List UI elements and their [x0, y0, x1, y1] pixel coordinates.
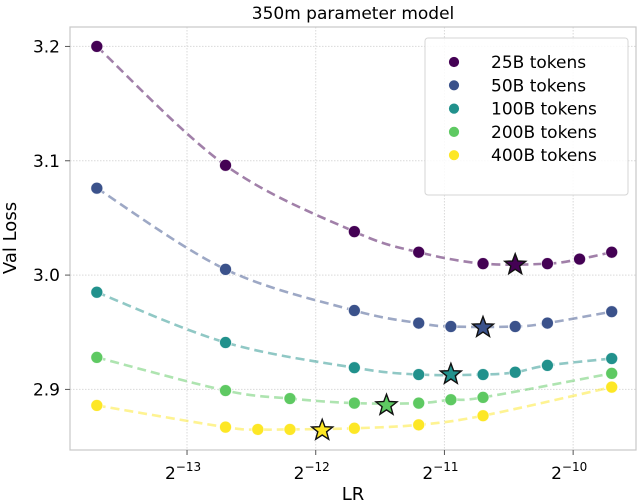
data-point	[444, 320, 458, 333]
chart-title: 350m parameter model	[252, 4, 455, 24]
legend-marker	[448, 125, 460, 138]
x-tick-label: 2−11	[422, 460, 458, 484]
data-point	[476, 409, 490, 423]
fit-curve-0	[95, 45, 612, 266]
data-point	[90, 399, 104, 412]
x-axis-ticks: 2−13 2−12 2−11 2−10	[165, 450, 587, 484]
data-point	[412, 418, 426, 432]
legend-box	[424, 37, 629, 196]
legend-marker	[448, 149, 460, 162]
legend-label: 50B tokens	[491, 76, 586, 96]
data-points	[90, 40, 619, 436]
data-point	[605, 245, 619, 259]
data-point	[541, 316, 554, 330]
data-point	[573, 252, 586, 266]
y-tick-label: 3.1	[33, 152, 60, 172]
optimum-star-icon	[502, 251, 528, 276]
x-tick-label: 2−12	[294, 460, 330, 484]
data-point	[412, 245, 426, 259]
data-point	[412, 316, 426, 330]
data-point	[219, 158, 232, 172]
data-point	[219, 384, 232, 397]
data-point	[347, 396, 361, 410]
data-point	[283, 423, 297, 436]
legend-marker	[448, 56, 460, 68]
legend-label: 100B tokens	[491, 100, 597, 120]
data-point	[283, 392, 297, 405]
optimum-star-icon	[309, 417, 335, 441]
data-point	[541, 358, 554, 372]
data-point	[347, 421, 361, 435]
data-point	[476, 257, 490, 271]
data-point	[541, 257, 554, 271]
y-tick-label: 3.0	[33, 266, 60, 286]
optimum-star-icon	[374, 392, 399, 416]
data-point	[412, 396, 426, 410]
y-axis-ticks: 2.9 3.0 3.1 3.2	[33, 37, 70, 400]
data-point	[347, 361, 361, 375]
data-point	[412, 368, 426, 381]
data-point	[508, 320, 522, 333]
data-point	[90, 350, 104, 364]
legend: 25B tokens 50B tokens 100B tokens 200B toke…	[424, 37, 629, 196]
data-point	[605, 305, 619, 319]
data-point	[90, 40, 104, 53]
data-point	[90, 181, 104, 195]
legend-marker	[448, 102, 460, 115]
legend-label: 400B tokens	[491, 146, 597, 166]
optimum-star-icon	[470, 314, 496, 339]
data-point	[444, 393, 458, 407]
plot-frame	[69, 26, 637, 451]
data-point	[347, 304, 361, 317]
y-axis-label: Val Loss	[0, 202, 21, 274]
legend-label: 25B tokens	[491, 53, 586, 73]
x-axis-label: LR	[342, 484, 365, 503]
data-point	[476, 391, 490, 404]
data-point	[605, 352, 619, 365]
x-tick-label: 2−13	[165, 460, 201, 484]
y-tick-label: 3.2	[33, 37, 60, 57]
data-point	[605, 380, 619, 394]
data-point	[219, 262, 232, 276]
x-tick-label: 2−10	[551, 460, 587, 484]
legend-label: 200B tokens	[491, 123, 597, 143]
y-tick-label: 2.9	[33, 380, 60, 400]
data-point	[251, 423, 265, 436]
data-point	[476, 368, 490, 381]
data-point	[508, 365, 522, 379]
data-point	[605, 367, 619, 380]
optimum-star-icon	[438, 361, 464, 385]
legend-marker	[448, 79, 460, 92]
data-point	[219, 336, 232, 349]
data-point	[219, 420, 232, 434]
data-point	[347, 225, 361, 239]
optimum-markers	[309, 251, 528, 441]
data-point	[90, 285, 104, 299]
